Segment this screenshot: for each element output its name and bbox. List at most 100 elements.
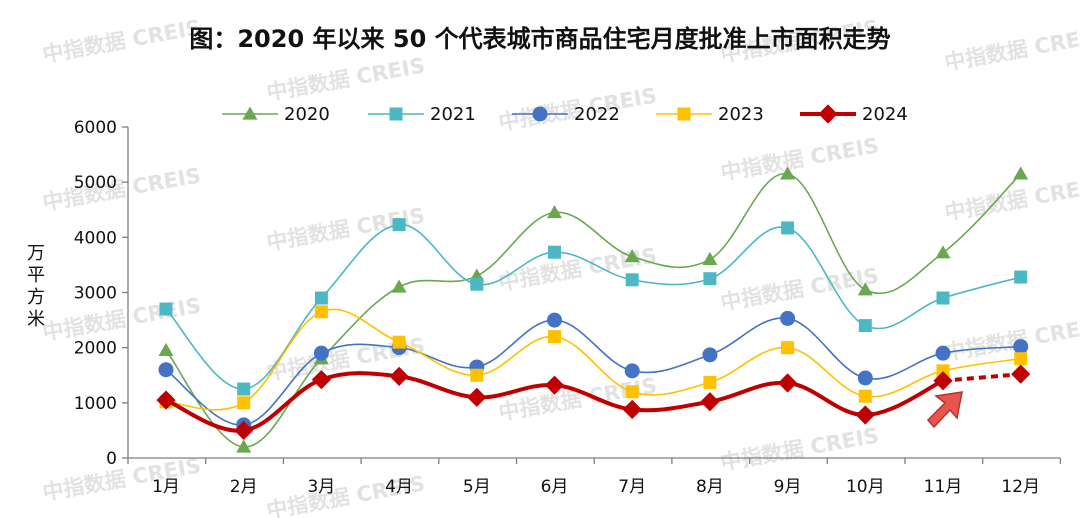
data-point bbox=[857, 370, 873, 386]
watermark-text: 中指数据 CREIS bbox=[497, 243, 659, 294]
data-point bbox=[780, 166, 796, 180]
data-point bbox=[936, 364, 950, 378]
data-point bbox=[703, 272, 717, 286]
data-point bbox=[391, 279, 407, 293]
watermark-text: 中指数据 CREIS bbox=[943, 173, 1080, 224]
data-point bbox=[935, 245, 951, 259]
data-point bbox=[547, 312, 562, 328]
x-tick-label: 5月 bbox=[463, 477, 491, 497]
x-tick-label: 11月 bbox=[924, 477, 963, 497]
data-point bbox=[780, 310, 796, 326]
data-point bbox=[1013, 339, 1029, 355]
legend-item-2024: 2024 bbox=[800, 104, 908, 125]
data-point bbox=[702, 251, 718, 266]
data-point bbox=[392, 218, 406, 232]
data-point bbox=[781, 221, 795, 235]
legend-label: 2024 bbox=[862, 104, 908, 125]
watermark-text: 中指数据 CREIS bbox=[943, 313, 1080, 364]
data-point bbox=[158, 342, 174, 357]
series-2024 bbox=[156, 364, 1031, 441]
data-point bbox=[624, 249, 640, 263]
data-point bbox=[313, 345, 329, 361]
data-point bbox=[314, 305, 328, 319]
series-line-dashed bbox=[942, 372, 1021, 383]
legend-item-2020: 2020 bbox=[222, 104, 330, 125]
x-tick-label: 9月 bbox=[774, 477, 802, 497]
y-tick-label: 1000 bbox=[74, 394, 117, 414]
y-tick-label: 6000 bbox=[74, 118, 117, 138]
x-tick-label: 8月 bbox=[696, 477, 724, 497]
data-point bbox=[1011, 364, 1031, 384]
data-point bbox=[1014, 352, 1028, 366]
legend-item-2021: 2021 bbox=[368, 104, 476, 125]
data-point bbox=[470, 368, 484, 382]
x-tick-label: 12月 bbox=[1001, 477, 1040, 497]
watermark-text: 中指数据 CREIS bbox=[719, 263, 881, 314]
data-point bbox=[857, 282, 873, 296]
data-point bbox=[625, 273, 639, 287]
series-2023 bbox=[159, 305, 1028, 411]
y-tick-label: 0 bbox=[106, 449, 117, 469]
legend-marker bbox=[242, 106, 258, 120]
legend-label: 2022 bbox=[574, 104, 620, 125]
legend-marker bbox=[818, 104, 838, 124]
data-point bbox=[858, 389, 872, 403]
data-point bbox=[236, 439, 252, 453]
data-point bbox=[392, 335, 406, 349]
data-point bbox=[547, 205, 562, 219]
data-point bbox=[936, 291, 950, 305]
data-point bbox=[703, 375, 717, 389]
data-point bbox=[470, 277, 484, 291]
x-axis: 1月 2月 3月 4月 5月 6月 7月 8月 9月 10月 11月 12月 bbox=[127, 457, 1062, 497]
data-point bbox=[855, 405, 875, 425]
x-tick-label: 7月 bbox=[618, 477, 646, 497]
data-point bbox=[548, 330, 561, 344]
watermark-text: 中指数据 CREIS bbox=[41, 293, 203, 344]
data-point bbox=[467, 387, 487, 407]
data-point bbox=[933, 371, 953, 391]
data-point bbox=[314, 291, 328, 305]
watermark-text: 中指数据 CREIS bbox=[41, 15, 203, 66]
data-point bbox=[389, 366, 409, 386]
watermark-text: 中指数据 CREIS bbox=[943, 23, 1080, 74]
legend-item-2023: 2023 bbox=[656, 104, 764, 125]
data-point bbox=[858, 319, 872, 333]
watermark-layer: 中指数据 CREIS 中指数据 CREIS 中指数据 CREIS 中指数据 CREIS… bbox=[41, 15, 1080, 518]
data-point bbox=[237, 396, 251, 410]
y-axis: 0 1000 2000 3000 4000 5000 6000 bbox=[74, 118, 129, 469]
data-point bbox=[1013, 166, 1029, 180]
data-point bbox=[548, 245, 561, 259]
legend-item-2022: 2022 bbox=[512, 104, 620, 125]
data-point bbox=[625, 385, 639, 399]
y-axis-label: 万平方米 bbox=[27, 243, 45, 330]
watermark-text: 中指数据 CREIS bbox=[497, 373, 659, 424]
data-point bbox=[156, 390, 176, 410]
series-2020 bbox=[158, 166, 1029, 453]
legend-marker bbox=[532, 106, 548, 122]
series-layer bbox=[156, 166, 1031, 453]
data-point bbox=[624, 363, 640, 379]
watermark-text: 中指数据 CREIS bbox=[719, 423, 881, 474]
chart-title: 图：2020 年以来 50 个代表城市商品住宅月度批准上市面积走势 bbox=[189, 25, 890, 53]
y-tick-label: 4000 bbox=[74, 228, 117, 248]
x-tick-label: 6月 bbox=[541, 477, 569, 497]
trend-arrow-icon bbox=[926, 391, 963, 429]
data-point bbox=[237, 382, 251, 396]
data-point bbox=[781, 341, 795, 355]
y-tick-label: 3000 bbox=[74, 284, 117, 304]
legend-marker bbox=[677, 107, 691, 121]
series-2021 bbox=[159, 218, 1028, 396]
x-tick-label: 10月 bbox=[846, 477, 885, 497]
watermark-text: 中指数据 CREIS bbox=[719, 133, 881, 184]
data-point bbox=[935, 345, 951, 361]
legend-label: 2020 bbox=[284, 104, 330, 125]
x-tick-label: 2月 bbox=[230, 477, 258, 497]
data-point bbox=[158, 362, 174, 378]
watermark-text: 中指数据 CREIS bbox=[41, 163, 203, 214]
data-point bbox=[159, 302, 173, 316]
data-point bbox=[1014, 270, 1028, 284]
data-point bbox=[311, 370, 331, 390]
legend-label: 2023 bbox=[718, 104, 764, 125]
data-point bbox=[702, 347, 718, 363]
legend-label: 2021 bbox=[430, 104, 476, 125]
